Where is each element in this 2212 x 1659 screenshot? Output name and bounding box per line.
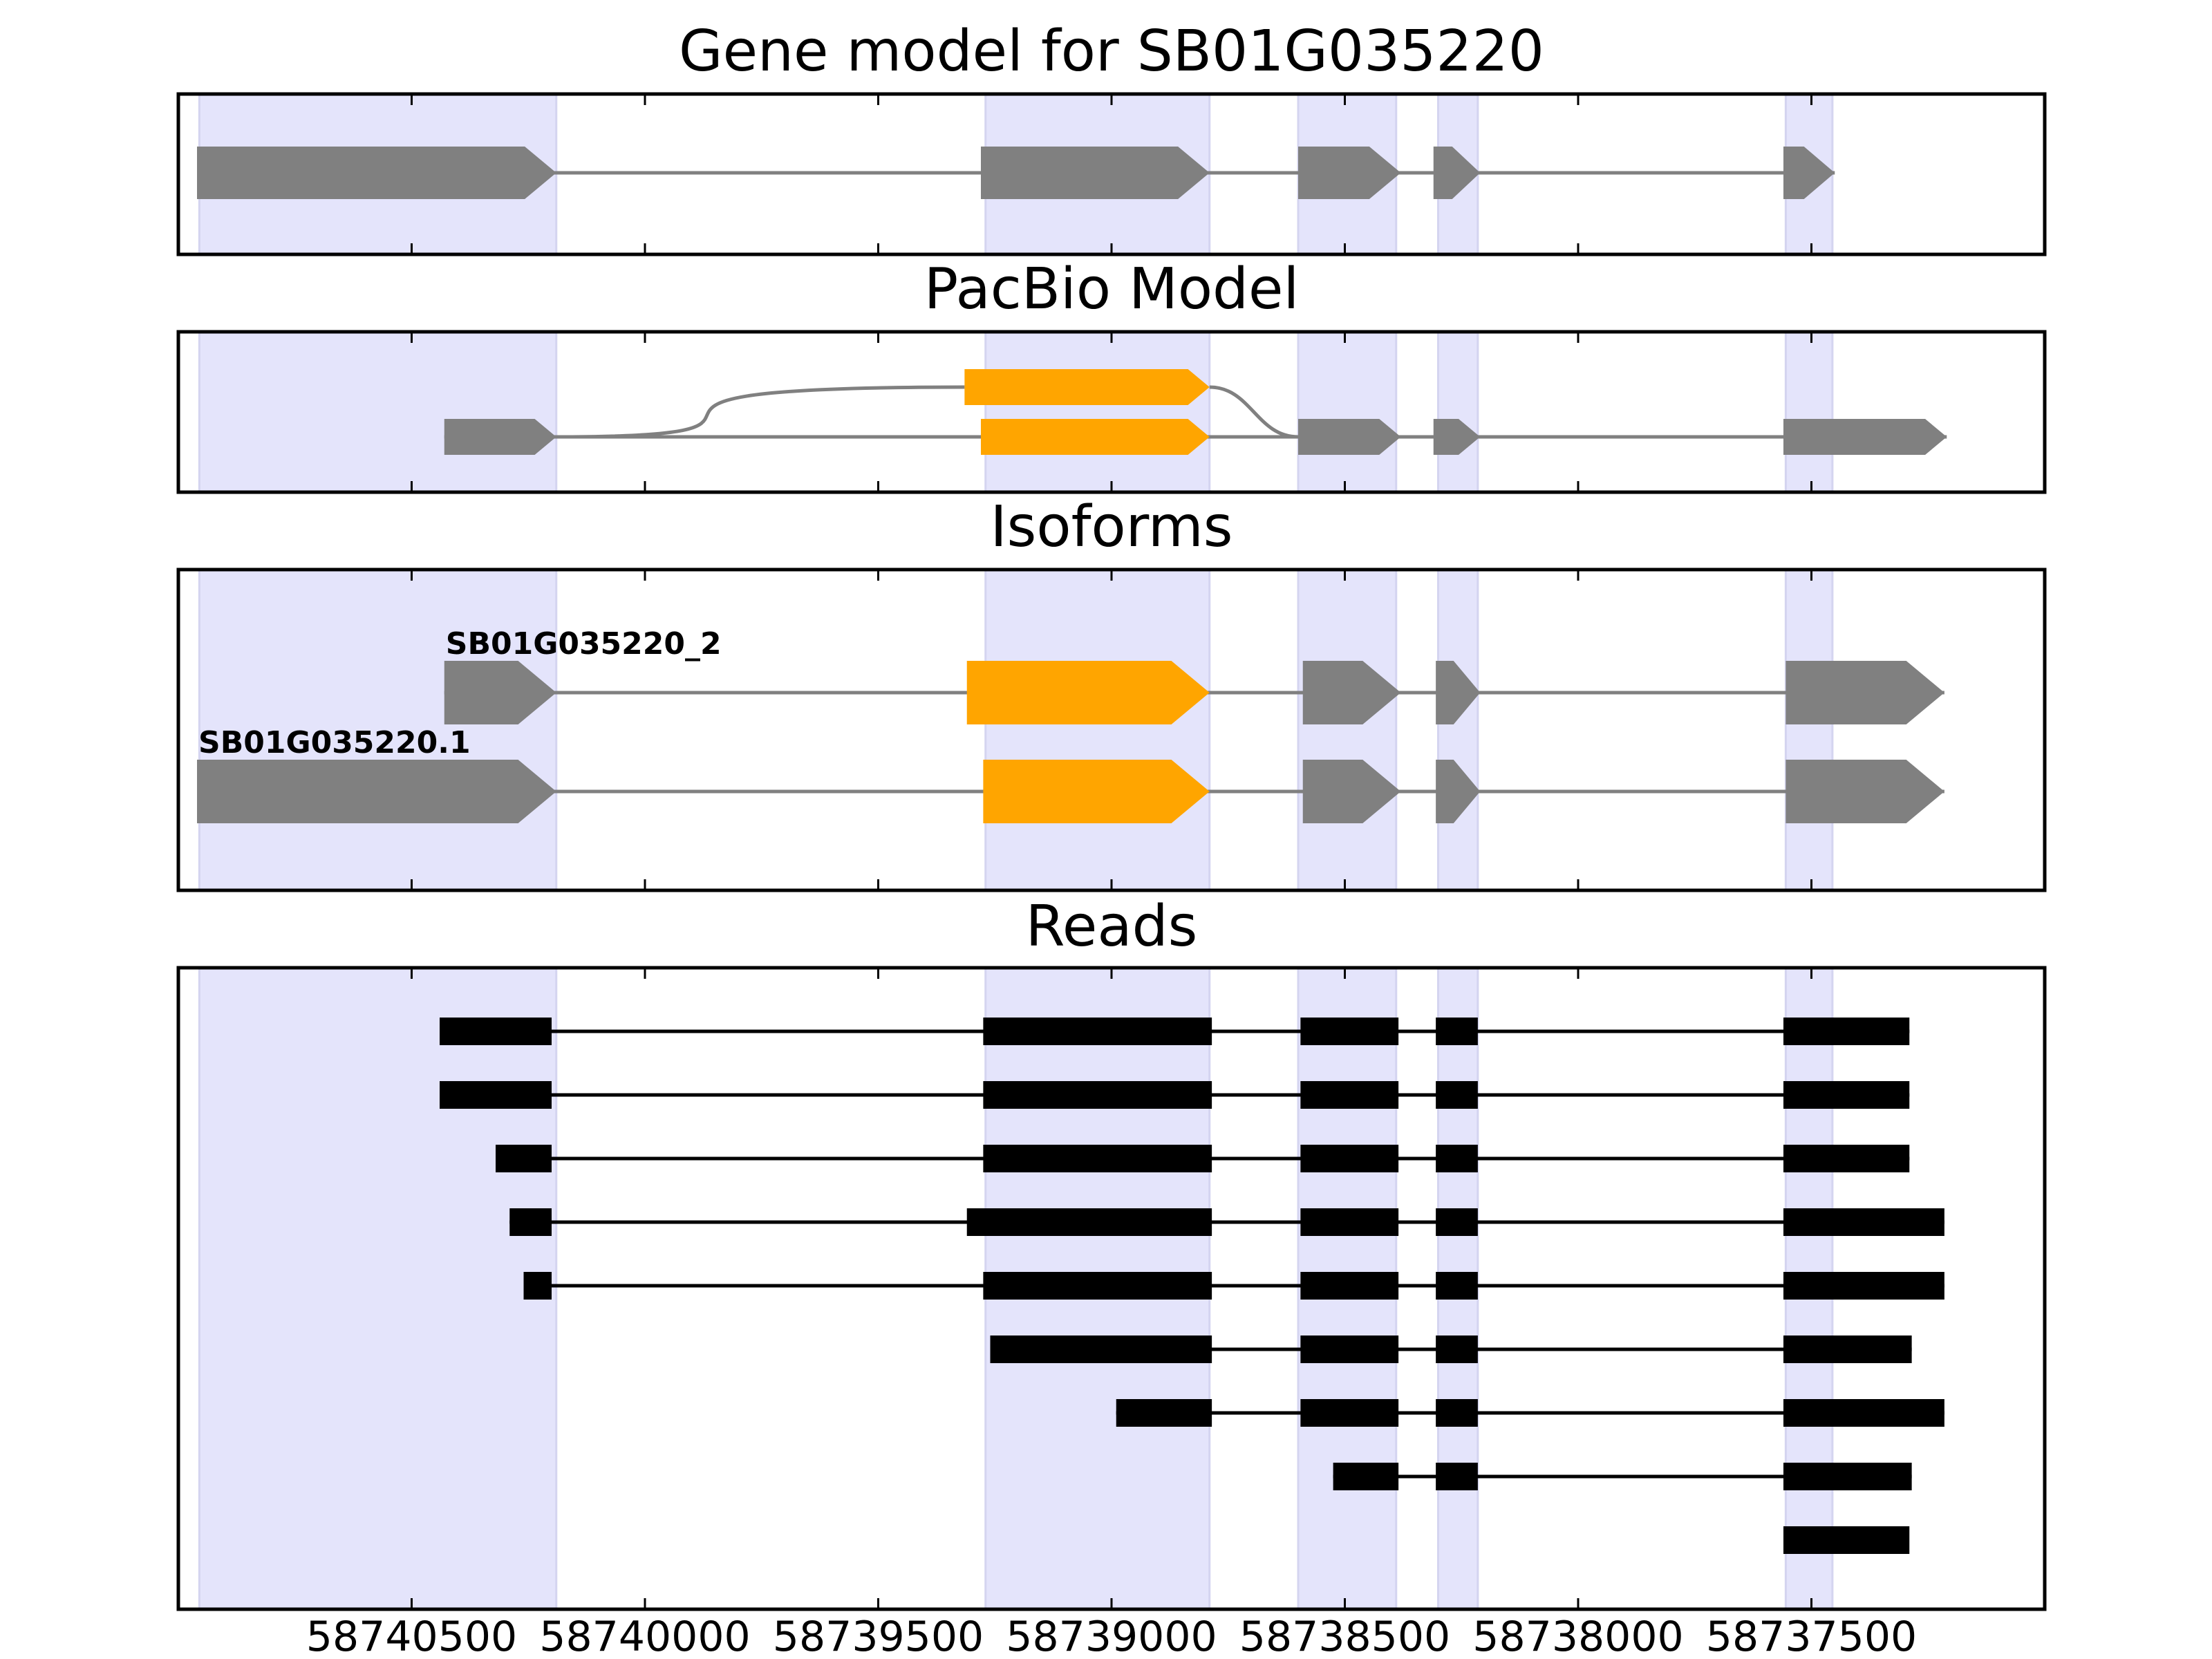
exon-band-3-2	[984, 568, 1211, 892]
exon-band-2-1	[198, 330, 558, 494]
isoform-label-1: SB01G035220_2	[446, 626, 722, 662]
exon-2-1-3	[1298, 419, 1401, 455]
exon-band-2-2	[984, 330, 1211, 494]
read-block-8-1	[1333, 1463, 1399, 1490]
panel-title-1: Gene model for SB01G035220	[679, 19, 1544, 84]
read-block-4-5	[1783, 1208, 1944, 1236]
exon-1-1-1	[197, 147, 556, 199]
panel-title-3: Isoforms	[991, 494, 1233, 560]
exon-2-1-4	[1433, 419, 1481, 455]
exon-2-1-5	[1783, 419, 1947, 455]
read-block-5-3	[1300, 1272, 1399, 1300]
x-tick-label-6: 58738000	[1472, 1613, 1683, 1659]
x-tick-label-2: 58740000	[539, 1613, 750, 1659]
read-block-3-5	[1783, 1145, 1910, 1172]
exon-3-1-5	[1785, 661, 1944, 724]
read-block-9-1	[1783, 1526, 1910, 1554]
read-block-1-3	[1300, 1018, 1399, 1045]
exon-2-2-1	[964, 369, 1210, 405]
read-block-2-2	[983, 1081, 1212, 1109]
exon-band-2-4	[1437, 330, 1479, 494]
read-block-4-4	[1436, 1208, 1478, 1236]
panel-title-2: PacBio Model	[924, 256, 1300, 322]
read-block-1-4	[1436, 1018, 1478, 1045]
x-tick-label-5: 58738500	[1239, 1613, 1450, 1659]
exon-3-2-4	[1436, 760, 1481, 823]
read-block-6-2	[1300, 1335, 1399, 1363]
exon-3-1-2	[966, 661, 1210, 724]
alt-splice-connector-in	[556, 385, 965, 439]
read-block-3-4	[1436, 1145, 1478, 1172]
read-block-8-2	[1436, 1463, 1478, 1490]
exon-1-1-2	[981, 147, 1210, 199]
read-block-1-2	[983, 1018, 1212, 1045]
exon-3-1-4	[1436, 661, 1481, 724]
exon-3-1-3	[1302, 661, 1401, 724]
read-block-5-2	[983, 1272, 1212, 1300]
read-block-5-5	[1783, 1272, 1944, 1300]
exon-3-2-2	[983, 760, 1210, 823]
read-block-2-3	[1300, 1081, 1399, 1109]
alt-splice-connector-out	[1209, 385, 1299, 439]
read-block-3-3	[1300, 1145, 1399, 1172]
read-block-6-1	[990, 1335, 1212, 1363]
exon-band-3-5	[1784, 568, 1834, 892]
isoform-label-2: SB01G035220.1	[198, 725, 471, 760]
x-tick-label-1: 58740500	[306, 1613, 517, 1659]
exon-3-1-1	[444, 661, 556, 724]
exon-band-4-1	[198, 966, 558, 1611]
read-block-6-3	[1436, 1335, 1478, 1363]
x-tick-label-3: 58739500	[773, 1613, 984, 1659]
read-block-2-5	[1783, 1081, 1910, 1109]
read-block-3-1	[496, 1145, 552, 1172]
x-tick-label-4: 58739000	[1006, 1613, 1217, 1659]
read-block-5-1	[523, 1272, 552, 1300]
exon-2-1-2	[981, 419, 1210, 455]
exon-band-2-5	[1784, 330, 1834, 494]
read-block-3-2	[983, 1145, 1212, 1172]
read-block-2-4	[1436, 1081, 1478, 1109]
read-block-7-3	[1436, 1399, 1478, 1427]
read-block-1-5	[1783, 1018, 1910, 1045]
exon-1-1-5	[1783, 147, 1835, 199]
exon-3-2-1	[197, 760, 556, 823]
exon-3-2-3	[1302, 760, 1401, 823]
exon-band-3-3	[1297, 568, 1398, 892]
exon-3-2-5	[1785, 760, 1944, 823]
exon-band-3-1	[198, 568, 558, 892]
read-block-2-1	[440, 1081, 552, 1109]
exon-band-3-4	[1437, 568, 1479, 892]
exon-1-1-4	[1433, 147, 1481, 199]
exon-2-1-1	[444, 419, 556, 455]
panel-title-4: Reads	[1026, 894, 1198, 959]
read-block-7-2	[1300, 1399, 1399, 1427]
exon-1-1-3	[1298, 147, 1401, 199]
read-block-4-1	[509, 1208, 552, 1236]
read-block-4-3	[1300, 1208, 1399, 1236]
read-block-8-3	[1783, 1463, 1912, 1490]
read-block-7-1	[1116, 1399, 1212, 1427]
read-block-4-2	[966, 1208, 1212, 1236]
x-tick-label-7: 58737500	[1706, 1613, 1917, 1659]
read-block-7-4	[1783, 1399, 1944, 1427]
read-block-5-4	[1436, 1272, 1478, 1300]
read-block-1-1	[440, 1018, 552, 1045]
exon-band-2-3	[1297, 330, 1398, 494]
read-block-6-4	[1783, 1335, 1912, 1363]
